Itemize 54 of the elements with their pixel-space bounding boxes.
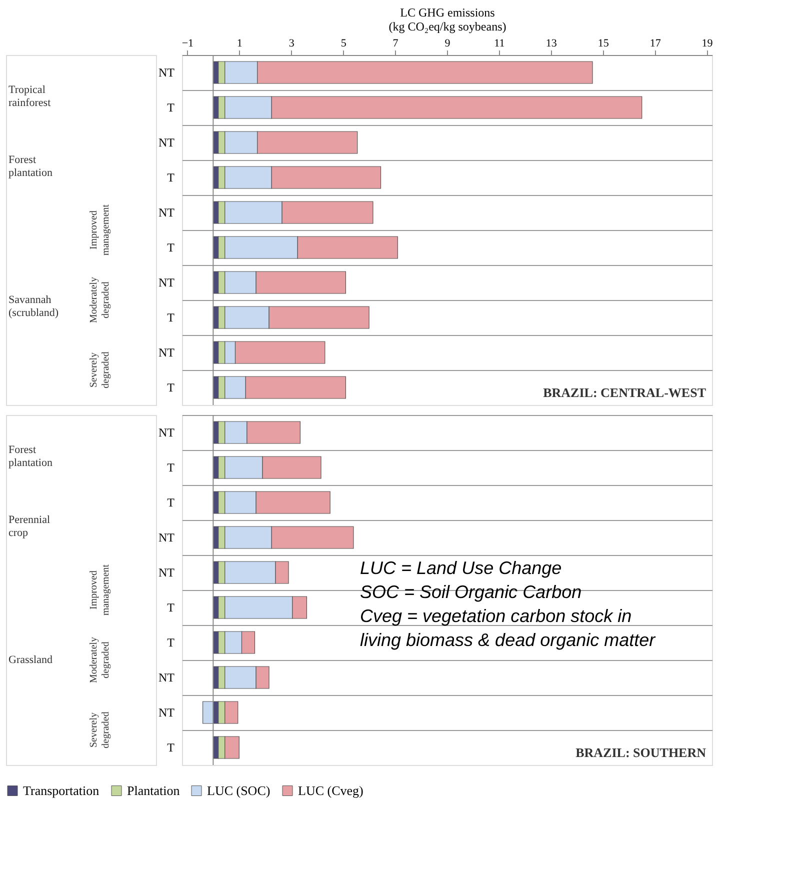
text: Severely degraded — [88, 352, 112, 388]
y-tick-label: T — [167, 380, 176, 394]
text: Moderately degraded — [88, 276, 112, 324]
x-tick-label: 5 — [340, 38, 347, 50]
y-tick-label: T — [167, 460, 176, 474]
x-tick-label: −1 — [182, 38, 194, 50]
legend-label: Plantation — [127, 782, 180, 798]
text: Savannah (scrubland) — [8, 294, 59, 319]
annotation: BRAZIL: SOUTHERN — [576, 745, 707, 760]
annotation: BRAZIL: CENTRAL-WEST — [543, 385, 706, 400]
y-tick-label: T — [167, 496, 176, 510]
y-tick-label: NT — [158, 136, 176, 150]
y-tick-label: NT — [158, 426, 176, 440]
y-tick-label: NT — [158, 346, 176, 360]
y-tick-label: T — [167, 636, 176, 650]
text: Improved management — [88, 204, 112, 256]
text: Grassland — [8, 654, 53, 666]
y-tick-label: T — [167, 600, 176, 614]
y-tick-label: NT — [158, 276, 176, 290]
y-tick-label: NT — [158, 66, 176, 80]
y-tick-label: T — [167, 240, 176, 254]
legend-label: LUC (Cveg) — [298, 782, 364, 798]
x-tick-label: 17 — [650, 38, 662, 50]
y-tick-label: NT — [158, 706, 176, 720]
legend-label: LUC (SOC) — [207, 782, 270, 798]
text: Severely degraded — [88, 712, 112, 748]
x-tick-label: 11 — [494, 38, 505, 50]
y-tick-label: NT — [158, 566, 176, 580]
text: Perennial crop — [8, 514, 50, 539]
x-tick-label: 13 — [546, 38, 558, 50]
x-tick-label: 19 — [702, 38, 714, 50]
y-tick-label: T — [167, 170, 176, 184]
y-tick-label: NT — [158, 206, 176, 220]
y-tick-label: T — [167, 740, 176, 754]
annotation: LUC = Land Use Change — [360, 558, 562, 578]
x-tick-label: 7 — [392, 38, 399, 50]
text: Improved management — [88, 564, 112, 616]
x-axis-title: LC GHG emissions (kg CO₂eq/kg soybeans) — [388, 6, 506, 34]
y-tick-label: T — [167, 100, 176, 114]
annotation: Cveg = vegetation carbon stock in — [360, 606, 632, 626]
text: Tropical rainforest — [8, 84, 51, 109]
annotation: living biomass & dead organic matter — [360, 630, 656, 650]
legend-label: Transportation — [23, 782, 100, 798]
x-tick-label: 1 — [236, 38, 242, 50]
x-tick-label: 15 — [598, 38, 610, 50]
y-tick-label: T — [167, 310, 176, 324]
annotation: SOC = Soil Organic Carbon — [360, 582, 582, 602]
x-tick-label: 3 — [288, 38, 295, 50]
y-tick-label: NT — [158, 670, 176, 684]
text: Forest plantation — [8, 444, 53, 469]
y-tick-label: NT — [158, 530, 176, 544]
text: Moderately degraded — [88, 636, 112, 684]
x-tick-label: 9 — [444, 38, 451, 50]
text: Forest plantation — [8, 154, 53, 179]
